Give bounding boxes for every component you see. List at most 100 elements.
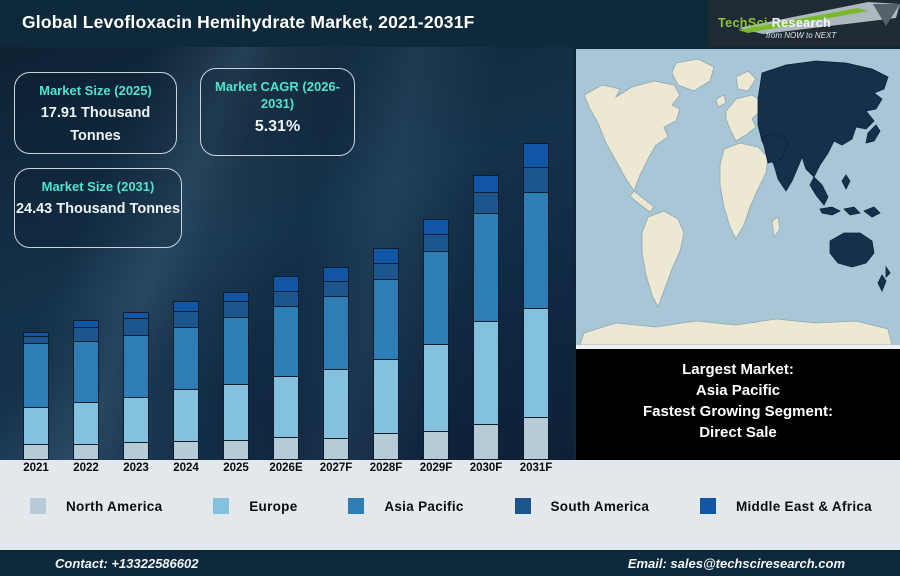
callout-label: Market Size (2025) bbox=[39, 83, 152, 98]
bar-segment bbox=[323, 267, 349, 282]
bar-segment bbox=[73, 327, 99, 342]
callout-value: 17.91 Thousand Tonnes bbox=[40, 105, 151, 144]
bar-segment bbox=[323, 369, 349, 439]
bar-column-2031F bbox=[511, 143, 561, 460]
note-line: Fastest Growing Segment: bbox=[642, 403, 834, 420]
callout-label: Market CAGR (2026-2031) bbox=[215, 79, 340, 111]
bar-segment bbox=[423, 234, 449, 252]
bar-segment bbox=[123, 335, 149, 398]
legend-label: North America bbox=[66, 498, 163, 514]
year-label-2031F: 2031F bbox=[519, 462, 553, 474]
chart-area: Market Size (2025) 17.91 Thousand Tonnes… bbox=[0, 47, 573, 460]
bar-segment bbox=[123, 318, 149, 336]
bar-column-2030F bbox=[461, 175, 511, 460]
bar-segment bbox=[473, 321, 499, 425]
bar-segment bbox=[423, 431, 449, 460]
legend-label: South America bbox=[550, 498, 650, 514]
contact-email: Email: sales@techsciresearch.com bbox=[627, 555, 845, 571]
bar-segment bbox=[223, 317, 249, 385]
bar-segment bbox=[73, 341, 99, 403]
year-label-2021: 2021 bbox=[23, 462, 49, 474]
bar-column-2026E bbox=[261, 276, 311, 460]
year-label-2030F: 2030F bbox=[469, 462, 503, 474]
bar-column-2027F bbox=[311, 267, 361, 460]
legend-item: Middle East & Africa bbox=[699, 498, 872, 514]
bar-segment bbox=[523, 308, 549, 418]
callout-value: 24.43 Thousand Tonnes bbox=[15, 201, 181, 217]
chart-legend: North America Europe Asia Pacific South Ame… bbox=[30, 498, 872, 514]
bar-segment bbox=[373, 279, 399, 360]
year-label-2026E: 2026E bbox=[269, 462, 303, 474]
note-line: Asia Pacific bbox=[695, 382, 781, 399]
bar-segment bbox=[173, 389, 199, 442]
bar-segment bbox=[273, 376, 299, 438]
logo-arrow-icon bbox=[738, 2, 900, 34]
bar-segment bbox=[73, 444, 99, 460]
callout-label: Market Size (2031) bbox=[41, 179, 155, 194]
bar-segment bbox=[473, 192, 499, 214]
bar-segment bbox=[123, 442, 149, 460]
bar-segment bbox=[23, 444, 49, 460]
bar-column-2029F bbox=[411, 219, 461, 460]
year-label-2029F: 2029F bbox=[419, 462, 453, 474]
bar-segment bbox=[523, 143, 549, 168]
bar-column-2024 bbox=[161, 301, 211, 460]
year-label-2022: 2022 bbox=[73, 462, 99, 474]
bar-segment bbox=[173, 327, 199, 390]
legend-swatch bbox=[514, 498, 531, 514]
year-label-2028F: 2028F bbox=[369, 462, 403, 474]
legend-label: Asia Pacific bbox=[384, 498, 464, 514]
bar-segment bbox=[323, 281, 349, 297]
note-line: Largest Market: bbox=[682, 361, 794, 378]
legend-item: Europe bbox=[213, 498, 297, 514]
bar-segment bbox=[123, 397, 149, 443]
callout-market-cagr: Market CAGR (2026-2031) 5.31% bbox=[200, 68, 355, 156]
legend-swatch bbox=[30, 498, 46, 514]
bar-segment bbox=[323, 296, 349, 370]
bar-segment bbox=[373, 359, 399, 434]
largest-market-note: Largest Market: Asia Pacific Fastest Gro… bbox=[576, 349, 900, 460]
bar-segment bbox=[173, 441, 199, 460]
bar-column-2023 bbox=[111, 312, 161, 460]
x-axis-labels: 2021 2022 2023 2024 2025 2026E 2027F 2028F 2029F… bbox=[0, 460, 573, 478]
bar-segment bbox=[423, 251, 449, 345]
bar-segment bbox=[273, 306, 299, 377]
contact-phone: Contact: +13322586602 bbox=[55, 555, 199, 571]
bar-segment bbox=[523, 192, 549, 309]
legend-item: Asia Pacific bbox=[348, 498, 463, 514]
bar-segment bbox=[423, 344, 449, 432]
bar-segment bbox=[273, 276, 299, 292]
bar-column-2028F bbox=[361, 248, 411, 460]
callout-market-size-2025: Market Size (2025) 17.91 Thousand Tonnes bbox=[14, 72, 177, 154]
bar-segment bbox=[523, 417, 549, 460]
bar-segment bbox=[373, 263, 399, 280]
bar-segment bbox=[323, 438, 349, 460]
year-label-2027F: 2027F bbox=[319, 462, 353, 474]
bar-segment bbox=[473, 175, 499, 193]
bar-segment bbox=[273, 291, 299, 307]
year-label-2024: 2024 bbox=[173, 462, 199, 474]
bar-segment bbox=[23, 343, 49, 408]
bar-segment bbox=[373, 433, 399, 460]
logo-wordmark: TechSci Research bbox=[718, 16, 832, 30]
logo-tagline: from NOW to NEXT bbox=[766, 31, 837, 40]
legend-label: Middle East & Africa bbox=[735, 498, 872, 514]
map-note-divider bbox=[576, 345, 900, 349]
bar-segment bbox=[473, 213, 499, 322]
bar-segment bbox=[23, 407, 49, 445]
bar-segment bbox=[223, 384, 249, 441]
techsci-logo: TechSci Research from NOW to NEXT bbox=[708, 0, 900, 47]
bar-segment bbox=[523, 167, 549, 193]
bar-segment bbox=[423, 219, 449, 235]
bar-segment bbox=[173, 311, 199, 328]
legend-swatch bbox=[213, 498, 230, 514]
legend-item: South America bbox=[514, 498, 650, 514]
stacked-bar-chart bbox=[0, 47, 573, 460]
legend-label: Europe bbox=[249, 498, 298, 514]
bottom-zone: 2021 2022 2023 2024 2025 2026E 2027F 2028F 2029F… bbox=[0, 460, 900, 550]
bar-segment bbox=[473, 424, 499, 460]
bar-column-2025 bbox=[211, 292, 261, 460]
page-title: Global Levofloxacin Hemihydrate Market, … bbox=[22, 12, 475, 32]
footer-bar: Contact: +13322586602 Email: sales@techs… bbox=[0, 550, 900, 576]
